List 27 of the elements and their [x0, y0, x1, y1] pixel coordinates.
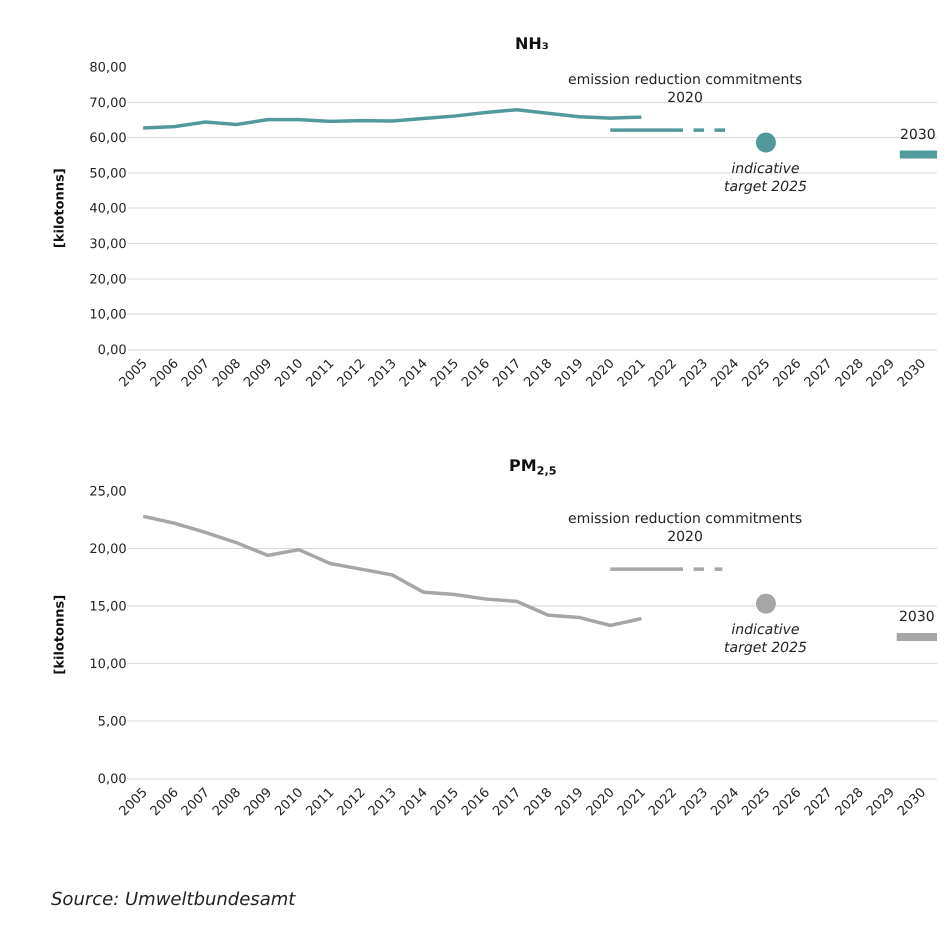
y-tick-label: 20,00: [89, 272, 127, 288]
line-series: [141, 108, 644, 130]
y-tick-label: 50,00: [89, 166, 127, 182]
y-tick-label: 5,00: [98, 714, 127, 730]
annotation: 2030: [899, 609, 935, 625]
y-tick-label: 10,00: [89, 656, 127, 672]
annotation: emission reduction commitments 2020: [568, 72, 802, 106]
y-axis-title: [kilotonns]: [52, 168, 68, 248]
y-tick-label: 15,00: [89, 600, 127, 614]
y-tick-label: 80,00: [89, 60, 127, 76]
y-tick-label: 70,00: [89, 96, 127, 111]
y-tick-label: 10,00: [89, 308, 127, 323]
y-tick-label: 0,00: [98, 772, 127, 787]
source-note: Source: Umweltbundesamt: [51, 889, 296, 910]
chart-title: NH₃: [515, 34, 549, 53]
chart-title: PM$_{2,5}$: [509, 456, 556, 478]
annotation: 2030: [900, 127, 936, 143]
y-tick-label: 0,00: [98, 342, 127, 358]
annotation: indicative target 2025: [724, 161, 807, 196]
annotation: indicative target 2025: [724, 622, 807, 656]
y-axis-title: [kilotonns]: [52, 594, 68, 675]
y-tick-label: 40,00: [89, 202, 127, 217]
annotation: emission reduction commitments 2020: [568, 511, 802, 546]
y-tick-label: 60,00: [89, 131, 127, 146]
y-tick-label: 20,00: [89, 542, 127, 558]
y-tick-label: 30,00: [89, 237, 127, 252]
y-tick-label: 25,00: [89, 484, 127, 500]
